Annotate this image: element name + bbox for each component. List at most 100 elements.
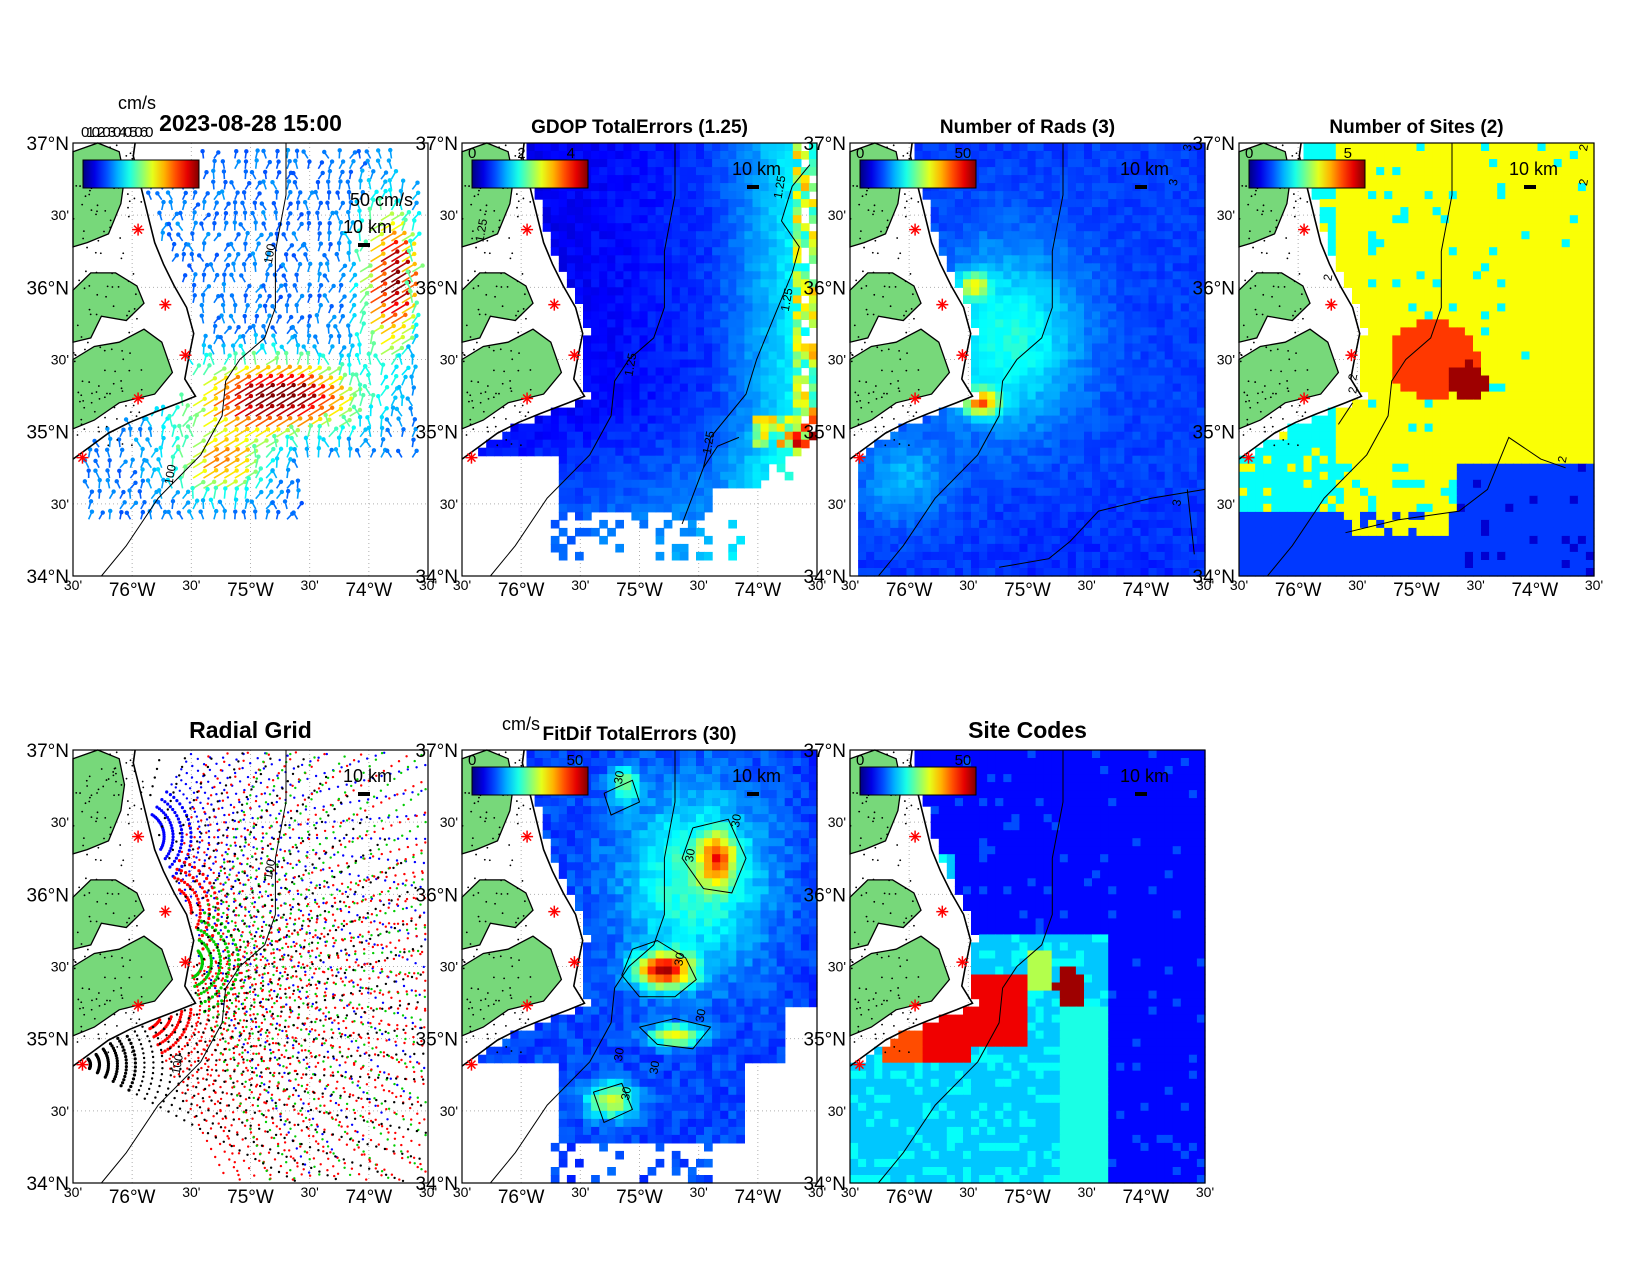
field-cell: [607, 239, 616, 248]
field-cell: [704, 415, 713, 425]
current-arrow-head: [270, 393, 275, 398]
field-cell: [784, 239, 794, 248]
field-cell: [1084, 271, 1093, 280]
current-arrow-head: [158, 445, 163, 451]
current-arrow-head: [381, 251, 386, 256]
field-cell: [792, 151, 802, 160]
field-cell: [1092, 279, 1101, 288]
field-cell: [963, 271, 972, 280]
island-dot: [509, 387, 512, 390]
field-cell: [1140, 383, 1150, 393]
current-arrow-head: [89, 489, 95, 494]
field-cell: [1140, 279, 1150, 288]
field-cell: [607, 391, 616, 401]
island-dot: [82, 230, 85, 233]
field-cell: [1051, 471, 1061, 481]
field-cell: [1035, 143, 1045, 152]
field-cell: [906, 455, 916, 465]
field-cell: [647, 271, 657, 280]
field-cell: [696, 199, 705, 208]
field-cell: [607, 327, 616, 336]
island-dot: [80, 423, 83, 426]
current-arrow-head: [124, 510, 130, 515]
field-cell: [971, 207, 980, 216]
field-cell: [1019, 287, 1029, 296]
field-cell: [623, 391, 633, 401]
field-cell: [550, 535, 560, 545]
field-cell: [663, 263, 673, 272]
field-cell: [954, 239, 964, 248]
field-cell: [1019, 455, 1029, 465]
field-cell: [1108, 183, 1117, 192]
current-arrow-head: [314, 313, 320, 318]
field-cell: [1003, 207, 1012, 216]
current-arrow-head: [261, 323, 266, 329]
field-cell: [704, 375, 713, 385]
field-cell: [631, 167, 641, 176]
current-arrow-head: [288, 190, 293, 195]
field-cell: [655, 375, 665, 385]
current-arrow-head: [271, 201, 277, 206]
field-cell: [655, 215, 665, 224]
field-cell: [987, 255, 996, 264]
current-arrow-head: [277, 415, 283, 421]
field-cell: [655, 527, 665, 537]
field-cell: [583, 207, 592, 216]
field-cell: [1027, 175, 1037, 184]
land-polygon: [461, 272, 534, 344]
current-arrow-head: [389, 211, 395, 216]
field-cell: [1140, 455, 1150, 465]
current-arrow-head: [239, 273, 244, 278]
field-cell: [1027, 191, 1037, 200]
field-cell: [1124, 455, 1133, 465]
field-cell: [1027, 279, 1037, 288]
island-dot: [121, 349, 124, 352]
field-cell: [728, 463, 737, 473]
field-cell: [954, 191, 964, 200]
current-arrow-head: [284, 350, 289, 356]
field-cell: [768, 351, 778, 361]
field-cell: [575, 295, 584, 304]
field-cell: [1180, 159, 1190, 168]
island-dot: [488, 252, 491, 255]
field-cell: [1084, 231, 1093, 240]
current-arrow-head: [276, 365, 282, 370]
field-cell: [1059, 343, 1069, 353]
field-cell: [558, 495, 568, 505]
current-arrow-head: [214, 211, 220, 216]
field-cell: [760, 431, 770, 441]
field-cell: [1084, 327, 1093, 336]
field-cell: [558, 463, 568, 473]
field-cell: [1019, 375, 1029, 385]
field-cell: [615, 335, 624, 344]
island-dot: [90, 401, 93, 404]
island-dot: [85, 270, 87, 273]
current-arrow-head: [248, 393, 254, 399]
field-cell: [874, 471, 883, 481]
field-cell: [898, 479, 908, 489]
field-cell: [671, 303, 681, 312]
latitude-label: 30': [51, 207, 69, 223]
field-cell: [979, 423, 988, 433]
field-cell: [550, 239, 560, 248]
field-cell: [1140, 399, 1150, 409]
field-cell: [736, 343, 745, 353]
current-arrow-head: [185, 489, 191, 494]
field-cell: [1067, 287, 1077, 296]
field-cell: [687, 271, 697, 280]
field-cell: [1035, 279, 1045, 288]
field-cell: [760, 359, 770, 369]
field-cell: [946, 463, 956, 473]
island-dot: [131, 157, 134, 160]
field-cell: [995, 223, 1004, 232]
field-cell: [995, 471, 1004, 481]
field-cell: [615, 519, 624, 529]
field-cell: [1116, 311, 1125, 320]
field-cell: [704, 199, 713, 208]
field-cell: [671, 487, 681, 497]
field-cell: [971, 359, 980, 369]
island-dot: [516, 206, 518, 209]
field-cell: [1164, 463, 1174, 473]
field-cell: [874, 455, 883, 465]
island-dot: [522, 197, 525, 200]
